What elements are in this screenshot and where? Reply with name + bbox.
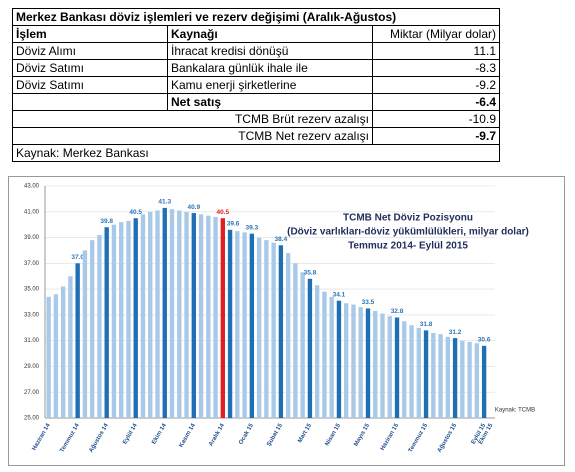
bar [184,211,189,418]
bar [256,237,262,418]
bar [97,234,102,418]
value-label: 31.8 [420,321,433,328]
bar [358,307,363,418]
bar [68,276,73,418]
bar [264,240,269,418]
bar [380,313,385,418]
bar [155,210,160,418]
bar [206,215,211,418]
bar [53,294,59,418]
bar [249,233,255,418]
bar [82,250,88,418]
bar [445,336,450,418]
y-tick-label: 41.00 [24,209,40,215]
chart-subtitle: Temmuz 2014- Eylül 2015 [348,241,468,252]
summary-value: -9.7 [372,127,500,145]
bar [438,334,443,418]
bar [220,218,225,418]
bar [278,245,284,418]
bar [481,345,487,418]
y-tick-label: 29.00 [24,364,40,370]
y-tick-label: 31.00 [24,338,40,344]
value-label: 34.1 [333,291,346,298]
bar [452,338,458,418]
bar [409,325,414,418]
bar [365,308,371,418]
value-label: 39.8 [100,218,113,225]
value-label: 32.8 [391,308,404,315]
y-tick-label: 39.00 [24,235,40,241]
bar [344,303,349,418]
chart-subtitle: (Döviz varlıkları-döviz yükümlülükleri, … [287,227,529,238]
value-label: 40.9 [187,204,200,211]
y-tick-label: 25.00 [24,416,40,422]
value-label: 39.3 [246,224,259,231]
value-label: 31.2 [449,329,462,336]
bar [140,214,146,418]
bar [460,340,465,418]
bar [75,263,80,418]
bar [285,253,291,418]
bar [198,214,204,418]
bar [46,296,51,418]
bar [322,291,327,418]
fx-table: Merkez Bankası döviz işlemleri ve rezerv… [12,8,500,162]
bar [90,240,95,418]
table-source: Kaynak: Merkez Bankası [12,144,500,162]
bar [119,222,124,418]
bar [431,332,436,418]
bar [351,304,356,418]
y-tick-label: 37.00 [24,261,40,267]
chart-title: TCMB Net Döviz Pozisyonu [343,213,473,224]
cell: Döviz Alımı [12,42,168,60]
value-label: 39.6 [227,221,240,228]
value-label: 33.5 [362,299,375,306]
bar [177,210,182,418]
bar [126,220,131,418]
bar [133,218,138,418]
bar [242,232,247,418]
value-label: 40.5 [216,209,229,216]
bar [293,263,298,418]
bar [162,207,167,418]
bar [227,229,233,418]
value-label: 37.0 [71,254,84,261]
value-label: 30.6 [478,337,491,344]
y-tick-label: 43.00 [24,184,40,190]
bar [416,327,421,418]
bar [300,272,305,418]
bar [169,209,175,418]
bar [191,213,196,418]
bar [111,224,117,418]
bar [467,341,472,418]
value-label: 35.8 [304,270,317,277]
y-tick-label: 33.00 [24,312,40,318]
bar [213,216,218,418]
bar [336,300,342,418]
bar [423,330,429,418]
bar [373,311,378,418]
bar [387,316,392,418]
bar [394,317,400,418]
value-label: 40.5 [129,209,142,216]
bar [148,211,153,418]
bar [104,227,109,418]
bar [329,296,334,418]
chart-source: Kaynak: TCMB [495,408,535,414]
bar [402,321,407,418]
bar [315,285,320,418]
bar [235,231,240,418]
value-label: 41.3 [158,199,171,206]
bar [307,278,313,418]
bar [271,242,276,418]
bar [60,286,66,418]
y-tick-label: 27.00 [24,390,40,396]
y-tick-label: 35.00 [24,287,40,293]
value-label: 38.4 [275,236,288,243]
bar [474,343,480,418]
